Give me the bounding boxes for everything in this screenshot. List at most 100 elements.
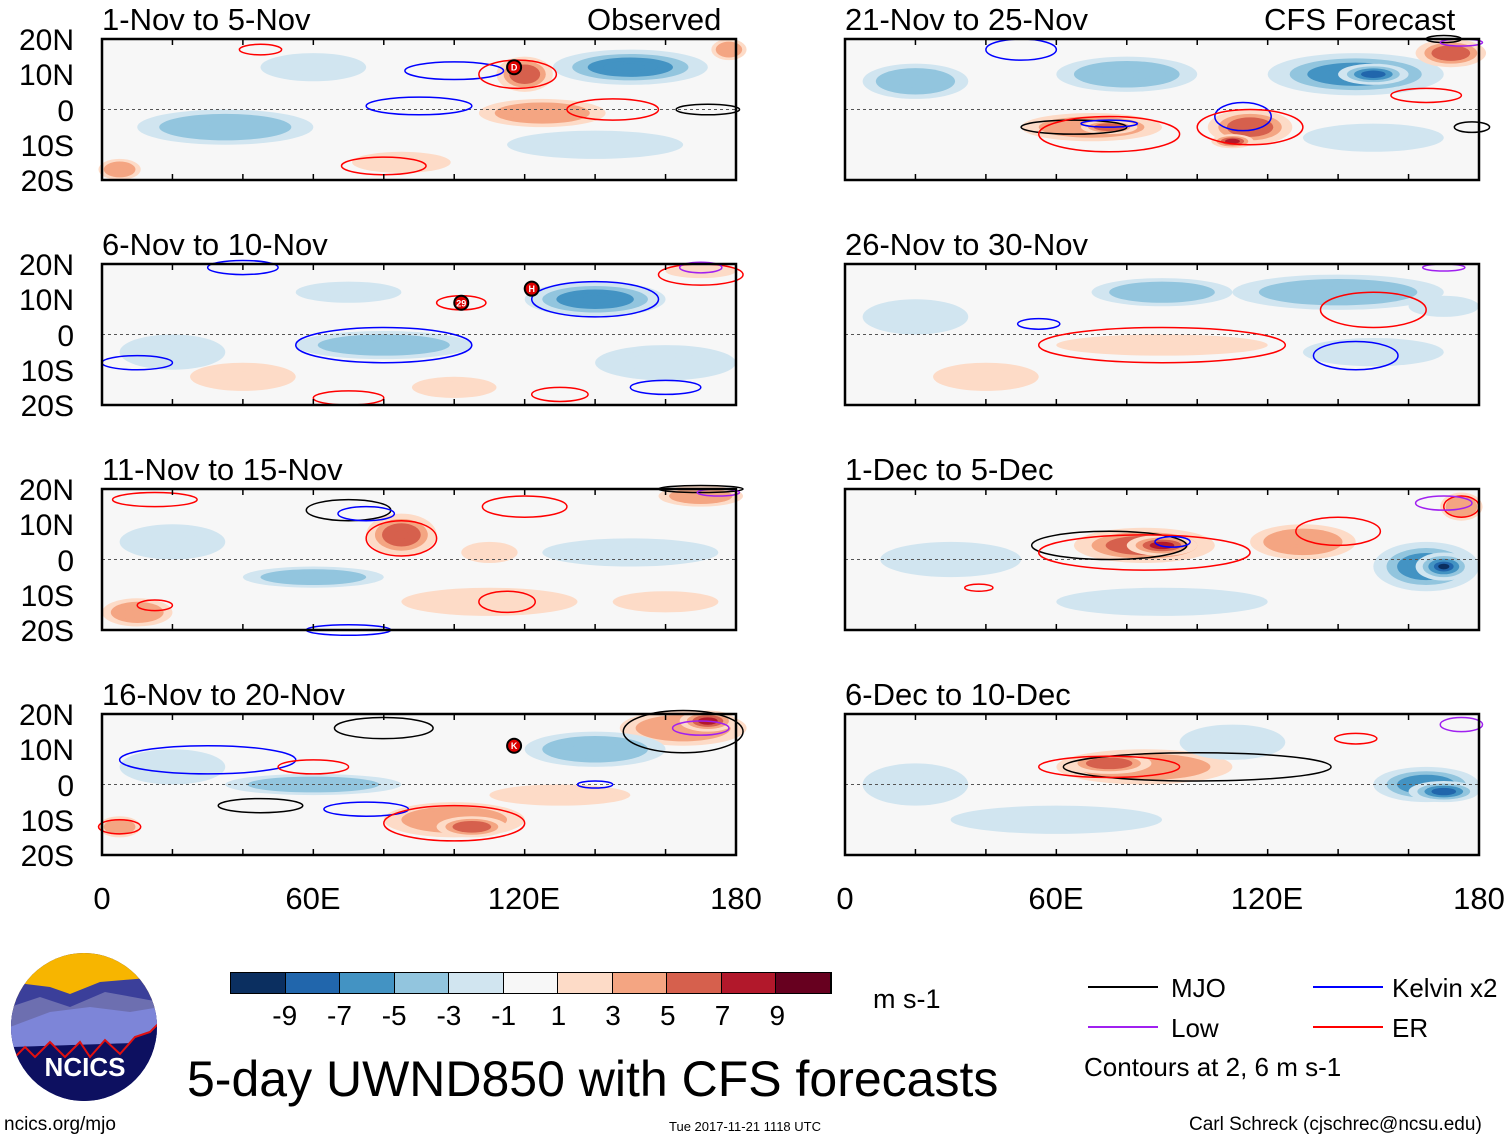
colorbar-tick-label: -3	[436, 1000, 462, 1031]
kelvin-contour	[365, 96, 473, 116]
wind-anomaly-fill	[302, 64, 324, 71]
panel-title: 6-Dec to 10-Dec	[845, 677, 1071, 712]
panel-title: 26-Nov to 30-Nov	[845, 227, 1088, 262]
kelvin-contour	[294, 326, 473, 364]
timestamp: Tue 2017-11-21 1118 UTC	[669, 1119, 821, 1134]
kelvin-contour	[337, 505, 396, 522]
colorbar-tick-label: -5	[381, 1000, 407, 1031]
er-contour	[238, 43, 283, 56]
panel-frame	[100, 37, 738, 182]
wind-anomaly-fill	[207, 123, 243, 131]
figure-title: 5-day UWND850 with CFS forecasts	[187, 1051, 999, 1107]
colorbar-swatch	[394, 973, 450, 993]
wind-anomaly-fill	[464, 824, 479, 829]
lon-tick-label: 120E	[487, 881, 561, 916]
storm-label: K	[511, 741, 518, 751]
lon-tick-label: 0	[836, 881, 854, 916]
er-contour	[530, 386, 589, 403]
colorbar-tick-label: 5	[660, 1000, 676, 1031]
wind-anomaly-fill	[445, 385, 463, 390]
kelvin-contour	[629, 379, 702, 396]
lon-tick-label: 180	[1453, 881, 1505, 916]
wind-anomaly-fill	[1316, 288, 1360, 296]
er-contour	[1037, 534, 1251, 571]
wind-anomaly-fill	[130, 609, 145, 616]
wind-anomaly-fill	[391, 160, 412, 165]
mjo-contour	[1062, 752, 1332, 782]
map-panel	[843, 34, 1491, 182]
colorbar-swatch	[612, 973, 668, 993]
lon-tick-label: 60E	[1028, 881, 1084, 916]
low-contour	[1414, 495, 1473, 511]
lat-tick-label: 20N	[18, 474, 74, 507]
storm-label: 29	[456, 298, 466, 308]
wind-anomaly-fill	[1140, 598, 1184, 605]
column-label-forecast: CFS Forecast	[1264, 2, 1456, 37]
colorbar-swatch	[721, 973, 777, 993]
kelvin-contour	[118, 744, 297, 775]
svg-text:NCICS: NCICS	[45, 1052, 126, 1082]
lat-tick-label: 10S	[20, 804, 74, 838]
legend-note: Contours at 2, 6 m s-1	[1084, 1052, 1342, 1082]
mjo-contour	[1453, 121, 1491, 134]
wind-anomaly-fill	[1292, 538, 1314, 546]
wind-anomaly-fill	[904, 77, 927, 85]
column-label-observed: Observed	[587, 2, 722, 37]
wind-anomaly-fill	[904, 313, 927, 321]
lat-tick-label: 10S	[20, 354, 74, 388]
er-contour	[277, 759, 350, 775]
lon-tick-label: 0	[93, 881, 111, 916]
er-contour	[1196, 108, 1304, 146]
wind-anomaly-fill	[394, 530, 409, 540]
panel-frame	[843, 37, 1481, 182]
lat-tick-label: 10N	[18, 734, 74, 768]
legend-label-kelvin: Kelvin x2	[1392, 973, 1498, 1003]
er-contour	[383, 804, 526, 842]
wind-anomaly-fill	[1147, 289, 1177, 296]
wind-anomaly-fill	[471, 598, 508, 605]
mjo-contour	[675, 103, 741, 116]
colorbar-tick-label: 7	[714, 1000, 731, 1031]
wind-anomaly-fill	[1359, 349, 1388, 355]
colorbar-tick-label: -7	[327, 1000, 352, 1031]
tropical-cyclone-icon: D	[506, 59, 523, 76]
lon-tick-label: 180	[710, 881, 762, 916]
ncics-logo: NCICS	[11, 953, 157, 1101]
low-contour	[671, 720, 730, 736]
er-contour	[1037, 115, 1181, 153]
wind-anomaly-fill	[161, 538, 184, 546]
wind-anomaly-fill	[115, 824, 124, 829]
er-contour	[566, 98, 660, 121]
er-contour	[136, 599, 174, 612]
panel-frame	[843, 487, 1481, 632]
kelvin-contour	[206, 259, 279, 276]
legend-line-mjo	[1088, 986, 1158, 988]
wind-anomaly-fill	[654, 599, 677, 604]
wind-anomaly-fill	[1436, 789, 1451, 794]
colorbar-swatch	[503, 973, 559, 993]
er-contour	[1390, 87, 1463, 104]
colorbar-swatch	[340, 973, 395, 993]
wind-anomaly-fill	[299, 575, 328, 580]
colorbar-tick-label: -9	[272, 1000, 298, 1031]
panel-title: 21-Nov to 25-Nov	[845, 2, 1088, 37]
colorbar-tick-label: 1	[550, 1000, 567, 1031]
tropical-cyclone-icon: H	[523, 280, 540, 297]
panel-frame	[100, 487, 738, 632]
er-contour	[365, 519, 438, 557]
wind-anomaly-fill	[1100, 761, 1118, 766]
lat-tick-label: 20S	[20, 615, 74, 648]
map-panel	[843, 487, 1483, 632]
source-link[interactable]: ncics.org/mjo	[4, 1114, 116, 1135]
wind-anomaly-fill	[1035, 816, 1078, 823]
er-contour	[1037, 755, 1181, 779]
map-panel	[843, 262, 1481, 407]
wind-anomaly-fill	[115, 167, 124, 172]
low-contour	[678, 261, 723, 274]
wind-anomaly-fill	[1221, 738, 1244, 746]
panel-title: 1-Dec to 5-Dec	[845, 452, 1054, 487]
wind-anomaly-fill	[612, 549, 648, 556]
wind-anomaly-fill	[581, 745, 610, 753]
colorbar-swatch	[558, 973, 613, 993]
